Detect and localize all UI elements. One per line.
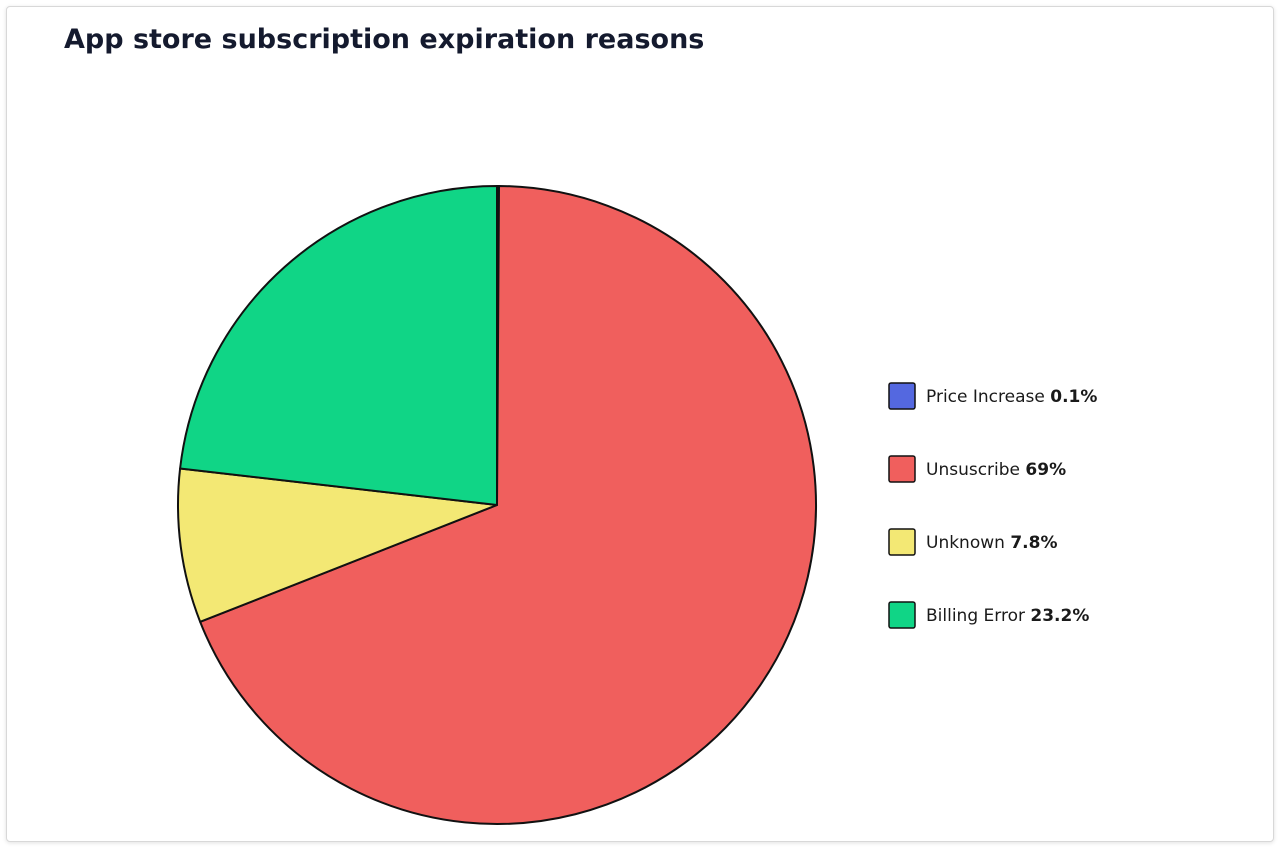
legend-swatch [888,455,916,483]
legend-entry: Unknown 7.8% [926,533,1057,553]
legend-value: 0.1% [1050,387,1097,407]
pie-slice [179,185,498,506]
legend-entry: Price Increase 0.1% [926,387,1097,407]
pie-slice [199,185,817,825]
legend-entry: Billing Error 23.2% [926,606,1089,626]
legend-label: Unknown [926,533,1005,553]
legend-value: 7.8% [1010,533,1057,553]
legend-swatch [888,601,916,629]
legend-label: Price Increase [926,387,1045,407]
pie-slice [177,467,498,623]
legend-label: Unsuscribe [926,460,1020,480]
legend-value: 23.2% [1030,606,1089,626]
chart-title: App store subscription expiration reason… [64,24,704,55]
legend-swatch [888,528,916,556]
legend-entry: Unsuscribe 69% [926,460,1066,480]
legend-value: 69% [1025,460,1066,480]
legend-swatch [888,382,916,410]
legend-label: Billing Error [926,606,1025,626]
